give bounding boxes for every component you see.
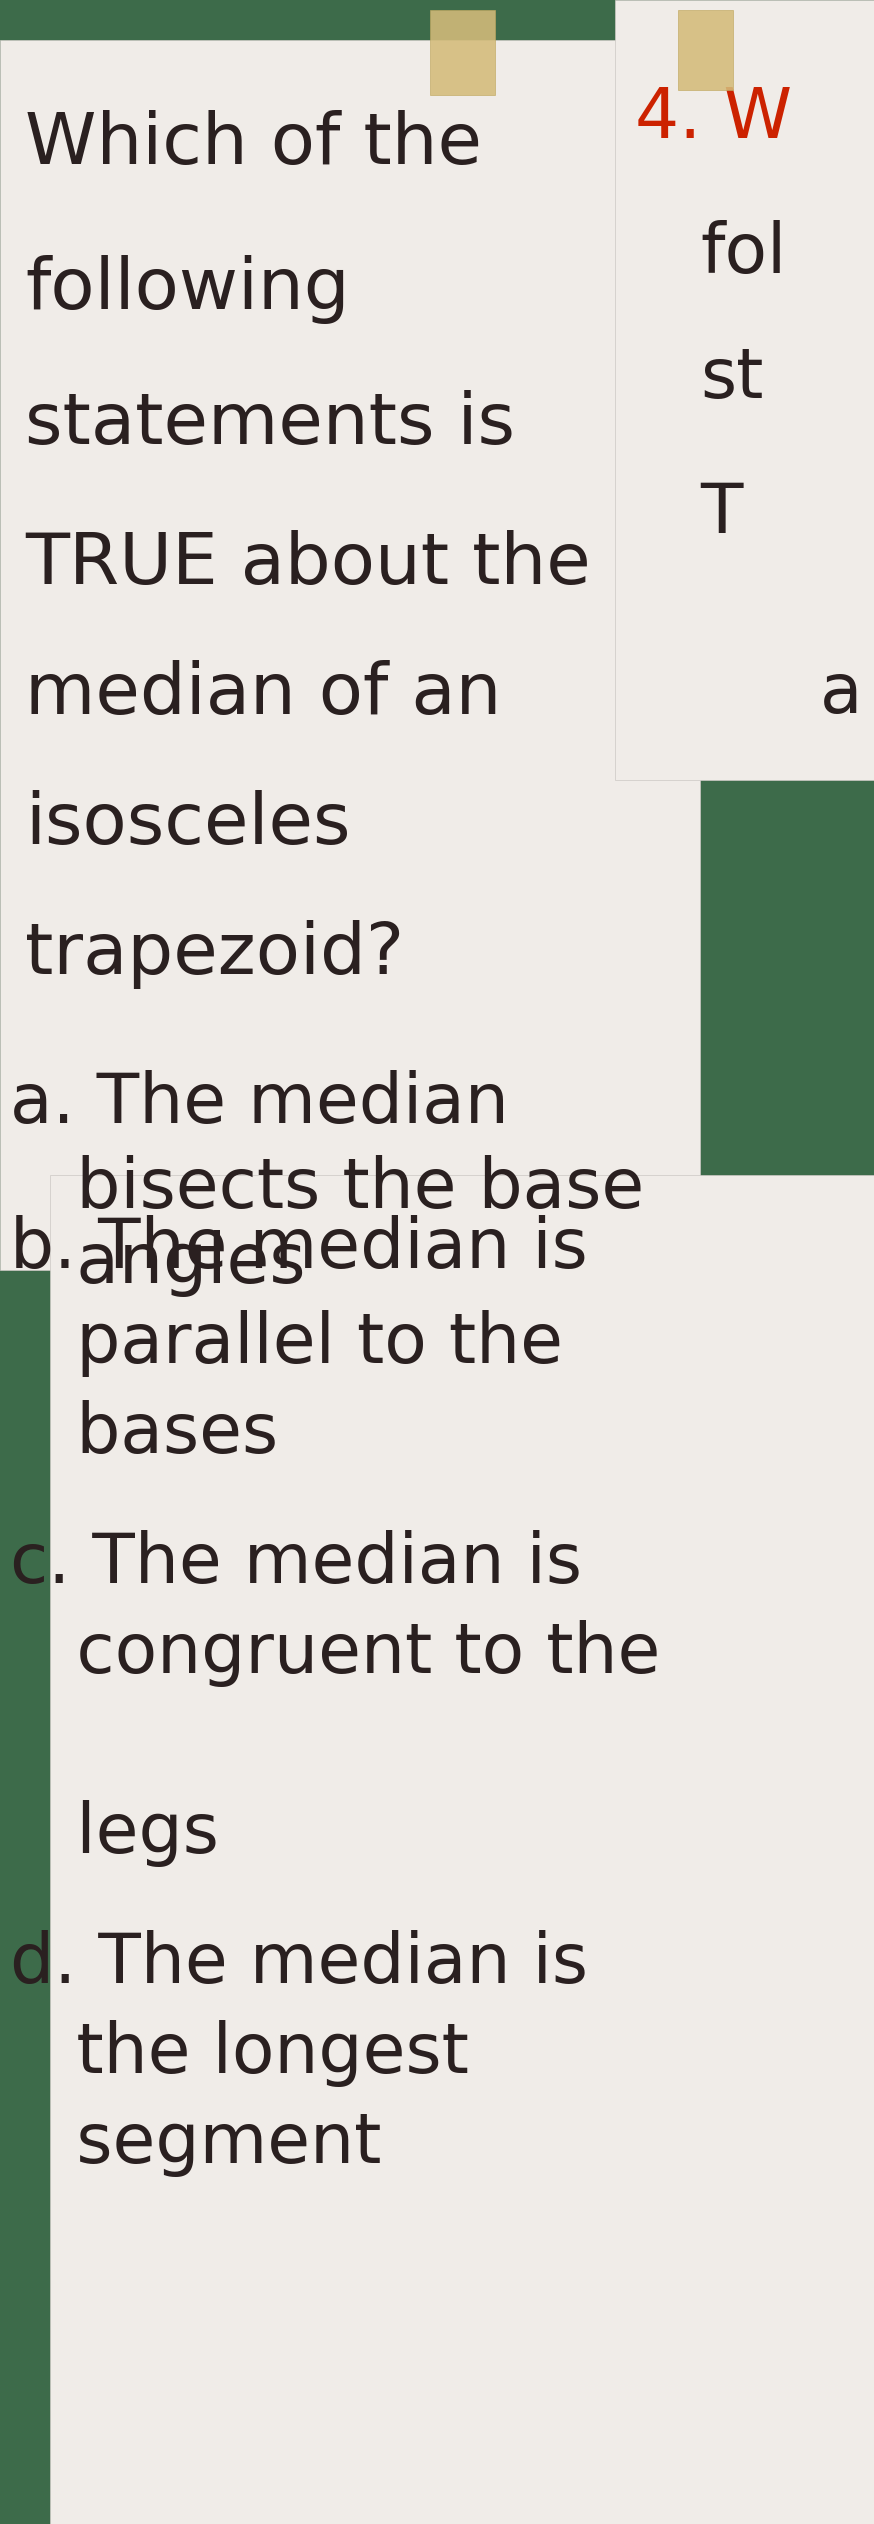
- Text: median of an: median of an: [25, 659, 502, 729]
- Bar: [0, 40, 700, 1270]
- Bar: [615, 0, 874, 780]
- Text: bases: bases: [10, 1401, 278, 1466]
- Text: 4. W: 4. W: [635, 86, 792, 151]
- Bar: [678, 10, 733, 91]
- Text: fol: fol: [700, 220, 787, 288]
- Text: st: st: [700, 346, 763, 411]
- Text: parallel to the: parallel to the: [10, 1310, 563, 1378]
- Text: c. The median is: c. The median is: [10, 1530, 582, 1598]
- Text: a: a: [820, 659, 863, 727]
- Text: following: following: [25, 255, 350, 323]
- Bar: [50, 1176, 874, 2524]
- Text: a. The median: a. The median: [10, 1070, 509, 1136]
- Text: segment: segment: [10, 2110, 381, 2178]
- Text: Which of the: Which of the: [25, 111, 482, 179]
- Text: trapezoid?: trapezoid?: [25, 921, 404, 989]
- Text: isosceles: isosceles: [25, 790, 350, 858]
- Text: angles: angles: [10, 1229, 306, 1297]
- Text: congruent to the: congruent to the: [10, 1620, 661, 1686]
- Text: the longest: the longest: [10, 2019, 468, 2087]
- Text: legs: legs: [10, 1800, 218, 1868]
- Text: statements is: statements is: [25, 391, 515, 459]
- Text: T: T: [700, 480, 743, 548]
- Text: d. The median is: d. The median is: [10, 1931, 588, 1996]
- Text: bisects the base: bisects the base: [10, 1156, 644, 1222]
- Bar: [430, 10, 495, 96]
- Text: b. The median is: b. The median is: [10, 1214, 587, 1282]
- Text: TRUE about the: TRUE about the: [25, 530, 591, 598]
